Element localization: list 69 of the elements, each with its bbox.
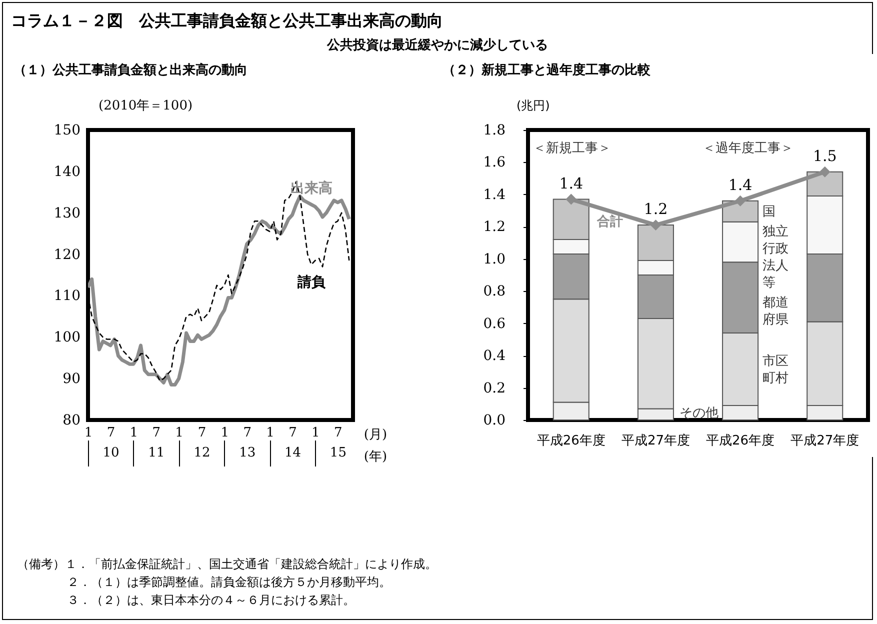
x2-tick-label: 13 bbox=[239, 446, 256, 460]
x-tick-label: 1 bbox=[175, 426, 184, 440]
y-tick-label: 1.4 bbox=[483, 186, 506, 203]
chart-title: （２）新規工事と過年度工事の比較 bbox=[442, 62, 652, 78]
x-tick-label: 7 bbox=[288, 426, 297, 440]
x2-tick-label: 12 bbox=[194, 446, 210, 460]
text: ３．（２）は、東日本本分の４～６月における累計。 bbox=[66, 592, 356, 609]
text: 公共投資は最近緩やかに減少している bbox=[326, 37, 549, 54]
x-tick-label: 7 bbox=[152, 426, 161, 440]
point bbox=[650, 220, 662, 231]
chart-title: （１）公共工事請負金額と出来高の動向 bbox=[13, 62, 248, 78]
y-tick-label: 110 bbox=[54, 288, 80, 304]
data-label: 1.4 bbox=[559, 174, 584, 192]
x-tick-label: 平成26年度 bbox=[706, 432, 775, 448]
y-tick-label: 130 bbox=[54, 205, 80, 222]
x-tick-label: 7 bbox=[334, 426, 342, 440]
y-tick-label: 90 bbox=[62, 371, 80, 388]
series-label: 出来高 bbox=[290, 180, 332, 197]
text: ２．（１）は季節調整値。請負金額は後方５か月移動平均。 bbox=[66, 574, 392, 591]
series-label: 合計 bbox=[596, 213, 624, 230]
y-axis-title: (2010年＝100) bbox=[98, 98, 193, 114]
series-label: 独立行政法人等 bbox=[762, 223, 788, 290]
y-tick-label: 1.0 bbox=[483, 251, 506, 268]
x-tick-label: 1 bbox=[84, 426, 93, 440]
data-label: 1.4 bbox=[728, 176, 752, 194]
point bbox=[566, 194, 577, 205]
x-tick-label: 1 bbox=[220, 426, 229, 440]
y-tick-label: 150 bbox=[54, 122, 80, 138]
y-tick-label: 0.8 bbox=[483, 284, 506, 300]
x2-tick-label: 14 bbox=[284, 446, 302, 460]
annotation: ＜新規工事＞ bbox=[533, 141, 612, 156]
y-axis-title: (兆円) bbox=[516, 98, 550, 112]
y-tick-label: 140 bbox=[54, 164, 80, 180]
data-label: 1.5 bbox=[812, 146, 837, 165]
series-label: 国 bbox=[762, 204, 776, 220]
y-tick-label: 0.6 bbox=[483, 316, 506, 332]
x-tick-label: 平成27年度 bbox=[621, 432, 690, 448]
x-tick-label: 1 bbox=[312, 426, 320, 440]
y-tick-label: 80 bbox=[62, 412, 80, 428]
x2-tick-label: 10 bbox=[102, 446, 120, 460]
x-tick-label: 平成27年度 bbox=[790, 432, 860, 448]
y-tick-label: 0.0 bbox=[483, 412, 506, 428]
x-tick-label: 1 bbox=[266, 426, 274, 440]
x-tick-label: 平成26年度 bbox=[536, 432, 606, 448]
y-tick-label: 0.2 bbox=[483, 380, 506, 396]
x2-axis-title: (年) bbox=[364, 450, 388, 464]
series-label: その他 bbox=[679, 406, 718, 421]
x-tick-label: 7 bbox=[243, 426, 252, 440]
y-tick-label: 100 bbox=[54, 330, 80, 346]
y-tick-label: 120 bbox=[54, 246, 80, 263]
point bbox=[819, 166, 830, 178]
series-label: 請負 bbox=[296, 274, 326, 291]
x-tick-label: 7 bbox=[106, 426, 116, 440]
y-tick-label: 1.2 bbox=[483, 219, 506, 236]
x2-tick-label: 11 bbox=[148, 446, 165, 460]
x-tick-label: 7 bbox=[198, 426, 206, 440]
x-axis-title: (月) bbox=[364, 428, 388, 442]
y-tick-label: 0.4 bbox=[483, 348, 506, 364]
annotation: ＜過年度工事＞ bbox=[702, 140, 794, 156]
x2-tick-label: 15 bbox=[330, 446, 346, 460]
series-label: 都道府県 bbox=[762, 295, 788, 328]
y-tick-label: 1.8 bbox=[483, 122, 506, 138]
point bbox=[734, 195, 746, 206]
x-tick-label: 1 bbox=[130, 426, 138, 440]
text: （備考）１．「前払金保証統計」、国土交通省「建設総合統計」により作成。 bbox=[17, 556, 437, 573]
text: コラム１－２図 公共工事請負金額と公共工事出来高の動向 bbox=[10, 10, 444, 32]
y-tick-label: 1.6 bbox=[483, 154, 506, 171]
series-label: 市区町村 bbox=[762, 354, 788, 386]
data-label: 1.2 bbox=[644, 200, 668, 218]
